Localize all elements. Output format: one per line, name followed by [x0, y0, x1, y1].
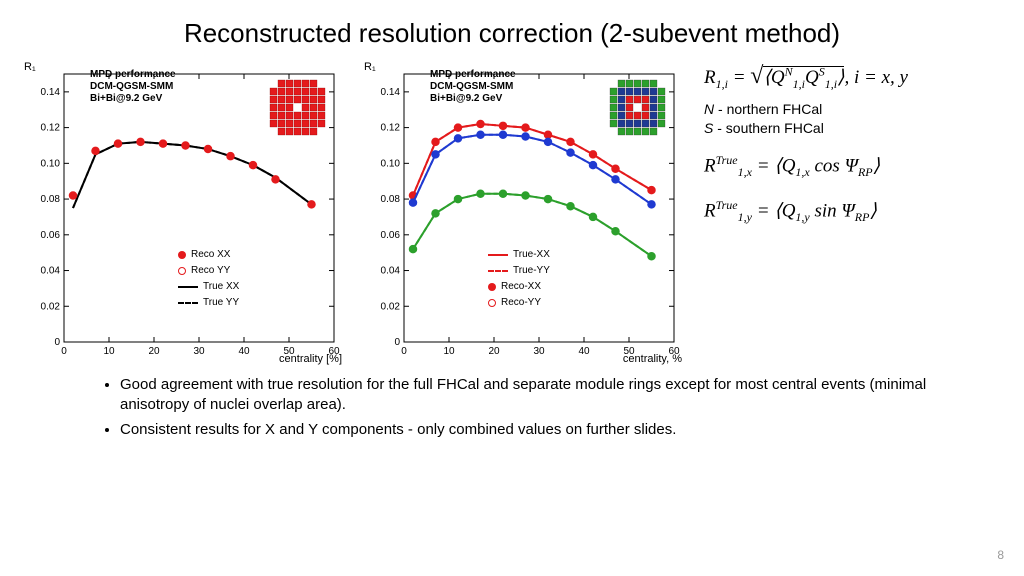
svg-text:0.06: 0.06: [41, 230, 61, 241]
chart1-legend: Reco XXReco YYTrue XXTrue YY: [178, 246, 239, 311]
formula-r1x: RTrue1,x = ⟨Q1,x cos ΨRP⟩: [704, 153, 1006, 180]
svg-text:30: 30: [533, 346, 545, 357]
svg-text:0.02: 0.02: [381, 301, 401, 312]
content-row: R₁ MPD performance DCM-QGSM-SMM Bi+Bi@9.…: [0, 57, 1024, 367]
xaxis-label-1: centrality [%]: [279, 353, 342, 365]
svg-text:0.04: 0.04: [41, 266, 61, 277]
svg-text:20: 20: [148, 346, 160, 357]
side-desc: N - northern FHCal S - southern FHCal: [704, 100, 1006, 139]
svg-text:10: 10: [443, 346, 455, 357]
yaxis-label-1: R₁: [24, 61, 36, 73]
svg-text:20: 20: [488, 346, 500, 357]
svg-text:0: 0: [54, 337, 60, 348]
page-title: Reconstructed resolution correction (2-s…: [0, 0, 1024, 57]
svg-text:0.10: 0.10: [381, 158, 401, 169]
svg-text:0.12: 0.12: [41, 123, 61, 134]
svg-text:40: 40: [578, 346, 590, 357]
svg-text:0: 0: [401, 346, 407, 357]
svg-text:30: 30: [193, 346, 205, 357]
svg-text:0: 0: [394, 337, 400, 348]
svg-text:0.02: 0.02: [41, 301, 61, 312]
svg-text:0.08: 0.08: [381, 194, 401, 205]
page-number: 8: [997, 548, 1004, 562]
chart2-caption: MPD performance DCM-QGSM-SMM Bi+Bi@9.2 G…: [430, 69, 516, 105]
bullet-2: Consistent results for X and Y component…: [120, 420, 934, 440]
chart1-svg: 00.020.040.060.080.100.120.1401020304050…: [18, 57, 348, 367]
svg-text:0: 0: [61, 346, 67, 357]
svg-text:0.08: 0.08: [41, 194, 61, 205]
chart-right: R₁ MPD performance DCM-QGSM-SMM Bi+Bi@9.…: [358, 57, 688, 367]
svg-text:0.04: 0.04: [381, 266, 401, 277]
footer-bullets: Good agreement with true resolution for …: [0, 367, 1024, 440]
svg-text:0.10: 0.10: [41, 158, 61, 169]
formula-r1y: RTrue1,y = ⟨Q1,y sin ΨRP⟩: [704, 198, 1006, 225]
svg-text:0.12: 0.12: [381, 123, 401, 134]
side-panel: R1,i = √⟨QN1,iQS1,i⟩, i = x, y N - north…: [698, 57, 1006, 367]
bullet-1: Good agreement with true resolution for …: [120, 375, 934, 416]
svg-text:0.14: 0.14: [41, 87, 61, 98]
formula-r1i: R1,i = √⟨QN1,iQS1,i⟩, i = x, y: [704, 63, 1006, 92]
svg-text:40: 40: [238, 346, 250, 357]
yaxis-label-2: R₁: [364, 61, 376, 73]
svg-text:10: 10: [103, 346, 115, 357]
chart2-svg: 00.020.040.060.080.100.120.1401020304050…: [358, 57, 688, 367]
chart-left: R₁ MPD performance DCM-QGSM-SMM Bi+Bi@9.…: [18, 57, 348, 367]
chart1-caption: MPD performance DCM-QGSM-SMM Bi+Bi@9.2 G…: [90, 69, 176, 105]
svg-text:0.06: 0.06: [381, 230, 401, 241]
svg-text:0.14: 0.14: [381, 87, 401, 98]
xaxis-label-2: centrality, %: [623, 353, 682, 365]
chart2-legend: True-XXTrue-YYReco-XXReco-YY: [488, 246, 550, 311]
